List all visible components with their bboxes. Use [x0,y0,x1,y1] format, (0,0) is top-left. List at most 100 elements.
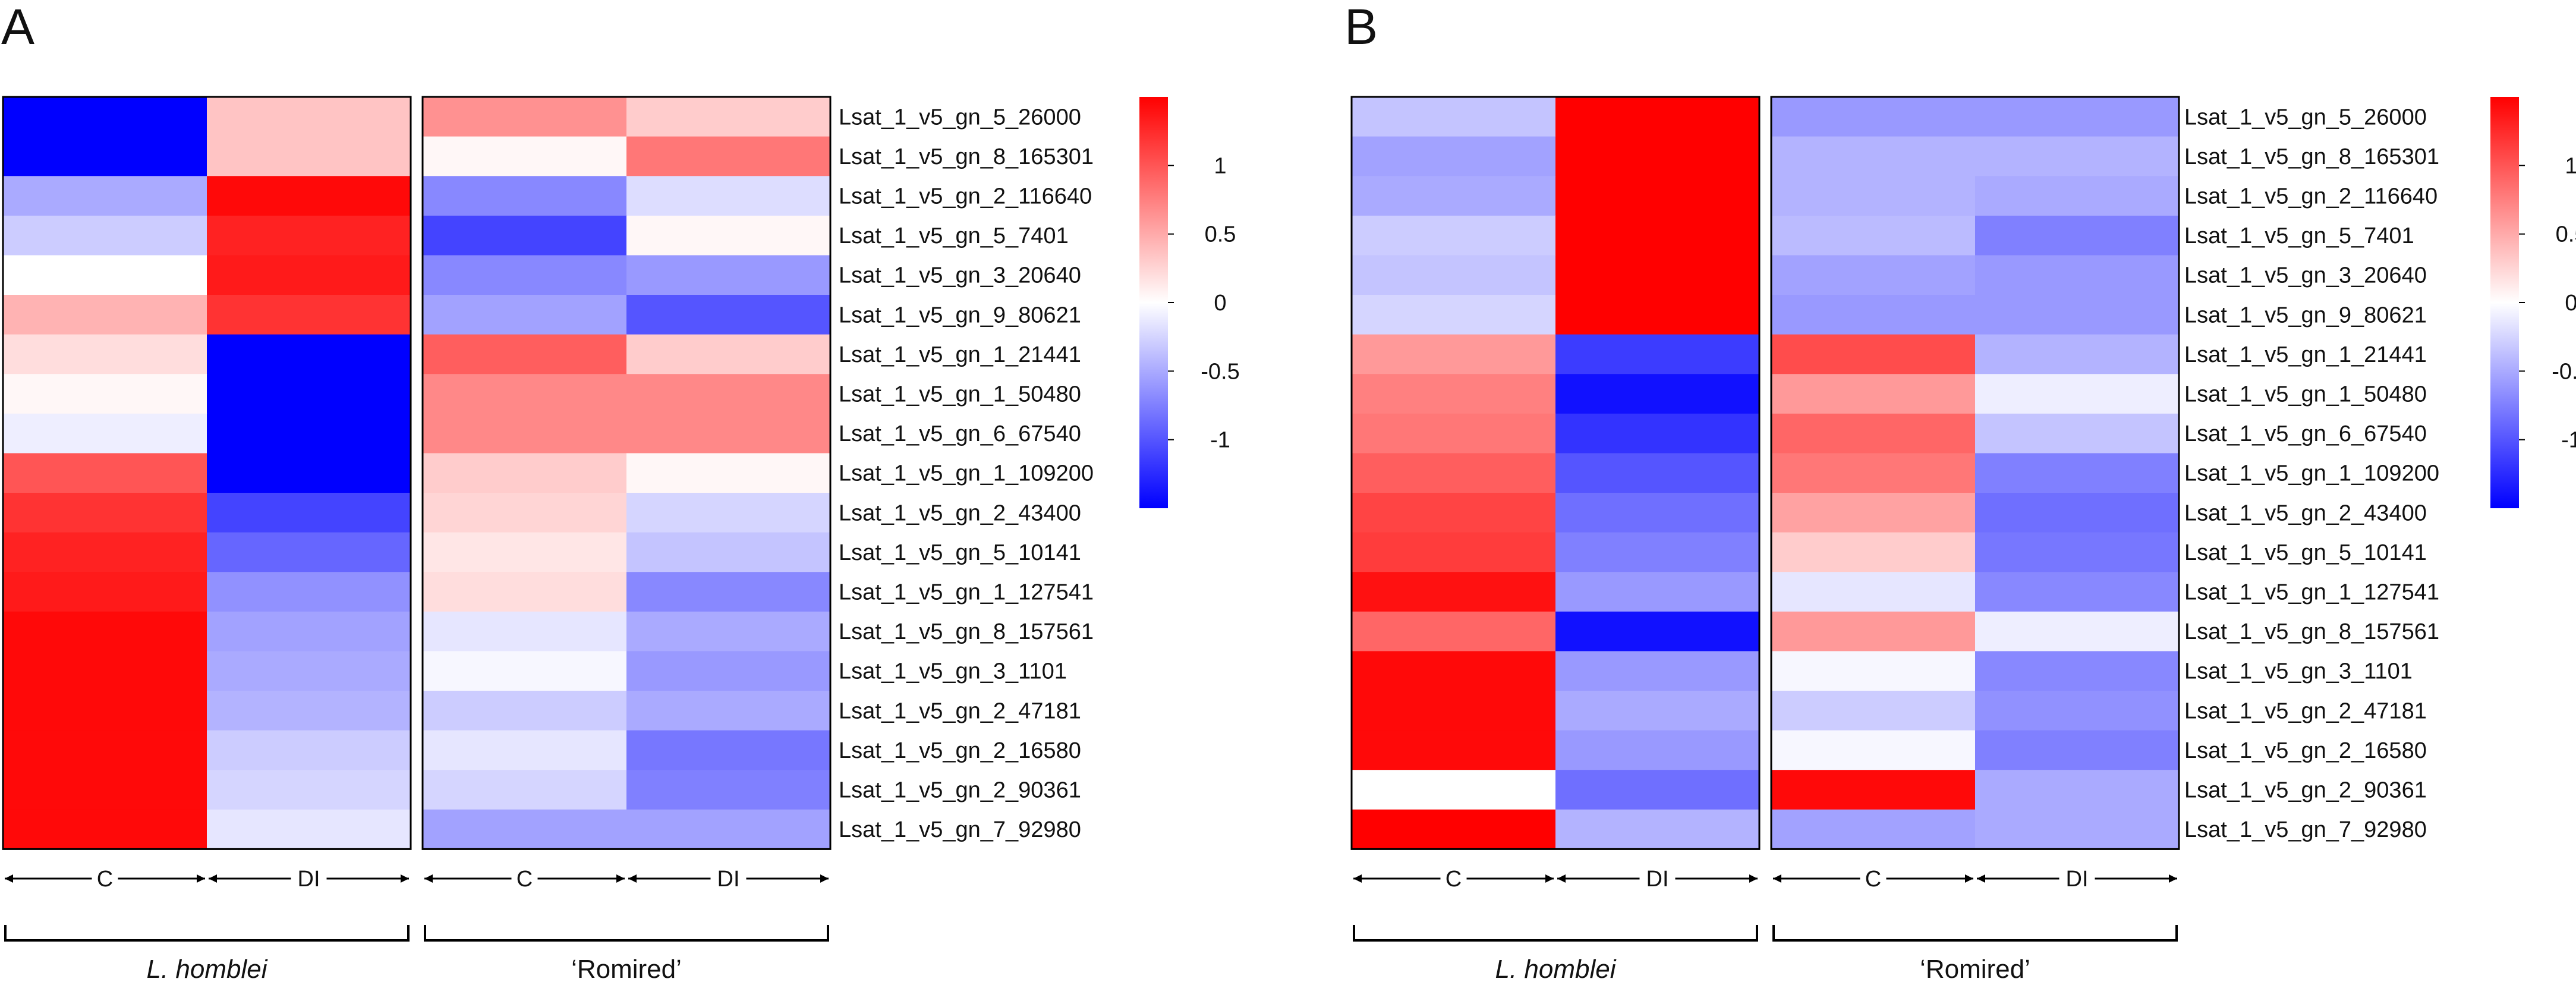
panel-a-heatmap-cell [626,136,831,177]
panel-a-heatmap-cell [3,532,207,572]
panel-a-heatmap-cell [207,532,411,572]
panel-a-heatmap-cell [423,413,627,454]
panel-b-heatmap-cell [1555,255,1760,295]
panel-a-gene-label: Lsat_1_v5_gn_1_50480 [839,382,1081,407]
panel-b-heatmap-cell [1555,770,1760,810]
panel-a-heatmap-block-border [421,96,832,850]
panel-a-heatmap-cell [423,255,627,295]
panel-b-heatmap-cell [1771,413,1976,454]
panel-a-heatmap-cell [207,730,411,770]
panel-a-heatmap-cell [207,809,411,849]
panel-a-condition-arrowhead [820,874,829,883]
panel-a-gene-label: Lsat_1_v5_gn_6_67540 [839,421,1081,446]
panel-b-gene-label: Lsat_1_v5_gn_2_43400 [2184,501,2427,525]
panel-a-heatmap-cell [626,691,831,731]
panel-a-group-bracket [4,925,410,942]
panel-b-gene-label: Lsat_1_v5_gn_1_109200 [2184,461,2439,486]
panel-b-heatmap-cell [1975,611,2180,651]
panel-a-heatmap-cell [207,374,411,414]
panel-b-heatmap-cell [1352,809,1556,849]
panel-a-heatmap-cell [207,770,411,810]
panel-a-gene-label: Lsat_1_v5_gn_1_109200 [839,461,1094,486]
panel-a-heatmap-cell [626,730,831,770]
panel-b-condition-arrowhead [1557,874,1566,883]
panel-b-heatmap-cell [1352,413,1556,454]
panel-a-gene-label: Lsat_1_v5_gn_3_20640 [839,263,1081,288]
panel-b-heatmap-cell [1975,136,2180,177]
panel-a-heatmap-cell [3,770,207,810]
panel-a-heatmap-cell [207,493,411,533]
panel-a-heatmap-cell [3,176,207,216]
panel-b-heatmap-cell [1555,215,1760,256]
panel-a-heatmap-cell [207,334,411,374]
panel-b-gene-label: Lsat_1_v5_gn_1_127541 [2184,580,2439,605]
panel-b-heatmap-cell [1771,532,1976,572]
panel-b-heatmap-cell [1352,770,1556,810]
panel-b-condition-label: C [1446,867,1462,892]
panel-a-gene-label: Lsat_1_v5_gn_1_21441 [839,342,1081,367]
panel-a-colorbar-tick-label: 0.5 [1205,222,1236,247]
panel-b-heatmap-cell [1771,611,1976,651]
panel-b-condition-arrowhead [1749,874,1758,883]
panel-a-colorbar-tick-label: 1 [1214,153,1226,178]
panel-b-heatmap-cell [1975,97,2180,137]
panel-b-heatmap-cell [1771,97,1976,137]
panel-b-gene-label: Lsat_1_v5_gn_5_10141 [2184,540,2427,565]
panel-a-colorbar-tick-label: 0 [1214,291,1226,316]
panel-a-heatmap-cell [626,770,831,810]
panel-a-colorbar [1139,97,1168,508]
panel-a-gene-label: Lsat_1_v5_gn_8_165301 [839,144,1094,169]
panel-a-heatmap-cell [626,572,831,612]
panel-b-heatmap-cell [1555,136,1760,177]
panel-b-heatmap-cell [1555,651,1760,691]
panel-b-gene-label: Lsat_1_v5_gn_7_92980 [2184,817,2427,842]
panel-a-gene-label: Lsat_1_v5_gn_5_26000 [839,105,1081,130]
panel-a-heatmap-cell [3,572,207,612]
panel-b-group-label: ‘Romired’ [1920,955,2030,982]
panel-b-condition-arrowhead [1545,874,1554,883]
panel-a-condition-label: DI [717,867,740,892]
panel-b-heatmap-cell [1555,691,1760,731]
panel-a-heatmap-cell [423,572,627,612]
panel-a-gene-label: Lsat_1_v5_gn_5_10141 [839,540,1081,565]
panel-b: B Lsat_1_v5_gn_5_26000 Lsat_1_v5_gn_8_165… [1344,0,2576,982]
panel-b-condition-arrowhead [1977,874,1985,883]
panel-b-heatmap-cell [1975,374,2180,414]
panel-a-heatmap-cell [423,770,627,810]
panel-b-heatmap-cell [1975,730,2180,770]
panel-a-group-bracket [424,925,829,942]
panel-a-heatmap-cell [423,809,627,849]
panel-a-heatmap-cell [207,572,411,612]
panel-b-gene-label: Lsat_1_v5_gn_3_1101 [2184,659,2413,684]
panel-a-colorbar-tick-label: -1 [1210,428,1230,453]
panel-b-condition-label: C [1865,867,1881,892]
panel-b-gene-label: Lsat_1_v5_gn_6_67540 [2184,421,2427,446]
panel-b-gene-label: Lsat_1_v5_gn_8_157561 [2184,619,2439,644]
panel-b-heatmap-cell [1771,651,1976,691]
panel-a-condition-arrowhead [5,874,13,883]
panel-a-heatmap-cell [423,334,627,374]
panel-b-heatmap-cell [1771,493,1976,533]
panel-b-heatmap-cell [1352,295,1556,335]
panel-b-gene-label: Lsat_1_v5_gn_1_50480 [2184,382,2427,407]
panel-a-heatmap-cell [423,374,627,414]
panel-a-heatmap-cell [3,611,207,651]
panel-b-heatmap-cell [1771,770,1976,810]
panel-b-heatmap-cell [1555,413,1760,454]
panel-a-gene-label: Lsat_1_v5_gn_9_80621 [839,303,1081,328]
panel-a-heatmap-cell [626,611,831,651]
panel-b-group-label: L. homblei [1495,955,1616,982]
panel-b-heatmap-cell [1975,215,2180,256]
panel-b-heatmap-cell [1771,334,1976,374]
panel-a-heatmap-cell [207,97,411,137]
panel-b-heatmap-cell [1975,651,2180,691]
panel-a-gene-label: Lsat_1_v5_gn_7_92980 [839,817,1081,842]
panel-b-heatmap-block-border [1350,96,1761,850]
panel-b-group-bracket [1772,925,2178,942]
panel-a-heatmap-cell [3,453,207,493]
panel-a-heatmap-cell [626,215,831,256]
panel-b-heatmap-cell [1555,97,1760,137]
panel-b-heatmap-cell [1975,453,2180,493]
panel-a-heatmap-cell [423,611,627,651]
panel-a-heatmap-cell [626,493,831,533]
